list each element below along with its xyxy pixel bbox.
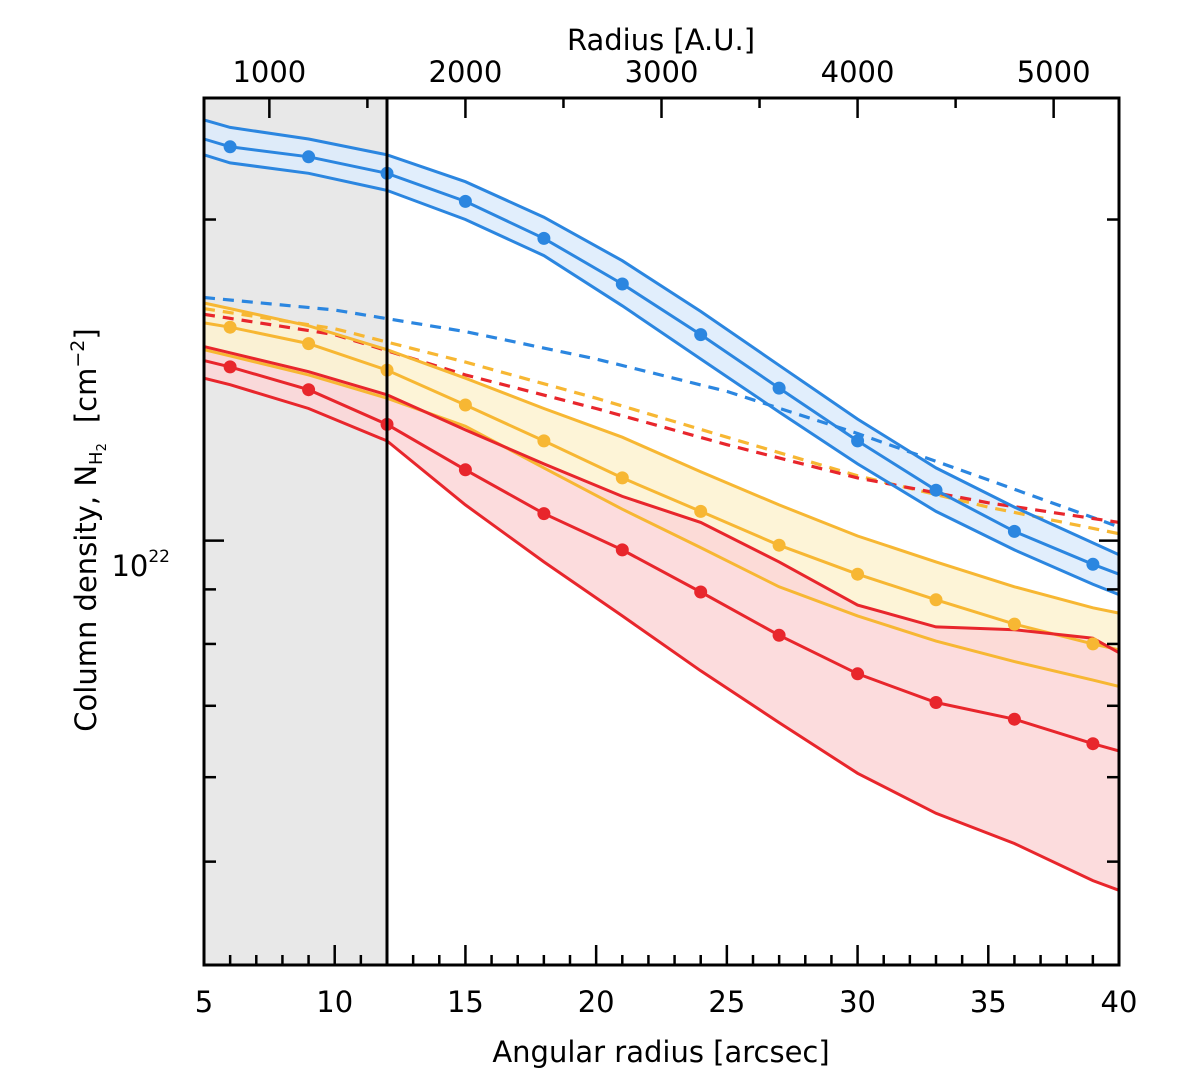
band-red [204, 346, 1119, 891]
y-axis-title: Column density, NH2 [cm−2] [67, 328, 110, 731]
data-point-red-15 [458, 463, 472, 477]
data-point-blue-21 [615, 277, 629, 291]
x-tick-label-20: 20 [578, 985, 615, 1019]
upper-line-yellow [203, 301, 1120, 615]
x2-tick-label-3: 4000 [821, 55, 895, 89]
center-line-blue [203, 137, 1120, 576]
data-point-red-30 [851, 667, 865, 681]
data-point-red-18 [537, 507, 551, 521]
marker-layer [223, 140, 1100, 751]
data-point-yellow-6 [223, 320, 237, 334]
upper-line-red [203, 345, 1120, 655]
data-point-blue-33 [929, 483, 943, 497]
data-point-red-27 [772, 628, 786, 642]
data-point-yellow-15 [458, 398, 472, 412]
lower-line-blue [203, 153, 1120, 596]
data-point-blue-9 [302, 150, 316, 164]
x2-axis-title: Radius [A.U.] [567, 23, 755, 57]
y-axis-title-units: [cm [69, 368, 103, 424]
data-point-red-6 [223, 360, 237, 374]
data-point-red-24 [694, 585, 708, 599]
data-point-blue-36 [1007, 524, 1021, 538]
y-tick-label-base: 10 [111, 549, 148, 583]
data-point-red-39 [1086, 737, 1100, 751]
y-tick-label-exp: 22 [148, 547, 170, 567]
background-layer [204, 98, 387, 965]
data-point-yellow-9 [302, 337, 316, 351]
data-point-red-36 [1007, 712, 1021, 726]
x-tick-label-10: 10 [316, 985, 353, 1019]
x-tick-label-5: 5 [195, 985, 213, 1019]
x2-tick-label-4: 5000 [1017, 55, 1091, 89]
x2-tick-label-1: 2000 [429, 55, 503, 89]
data-point-blue-30 [851, 434, 865, 448]
lower-line-yellow [203, 348, 1120, 688]
data-point-yellow-24 [694, 504, 708, 518]
axis-layer: 5 10 15 20 25 30 35 40 1000 2000 3000 4000 5000 [195, 55, 1138, 1019]
center-line-red [203, 359, 1120, 753]
data-point-blue-24 [694, 328, 708, 342]
x-tick-label-40: 40 [1101, 985, 1138, 1019]
data-point-red-21 [615, 543, 629, 557]
data-point-blue-15 [458, 194, 472, 208]
data-point-blue-6 [223, 140, 237, 154]
x2-tick-label-2: 3000 [625, 55, 699, 89]
data-point-yellow-33 [929, 593, 943, 607]
shaded-inner-region [204, 98, 387, 965]
data-point-blue-18 [537, 231, 551, 245]
data-point-yellow-30 [851, 567, 865, 581]
line-layer [203, 118, 1120, 892]
y-axis-title-sub2: 2 [95, 443, 110, 451]
data-point-blue-39 [1086, 557, 1100, 571]
x-axis-title: Angular radius [arcsec] [492, 1035, 829, 1069]
y-axis-title-main: Column density, N [69, 465, 103, 732]
x-tick-label-30: 30 [839, 985, 876, 1019]
y-axis-title-units-close: ] [69, 328, 103, 339]
band-blue [204, 119, 1119, 595]
x-tick-label-35: 35 [970, 985, 1007, 1019]
data-point-yellow-39 [1086, 637, 1100, 651]
y-axis-title-sub: H [86, 451, 107, 465]
y-tick-label-1e22: 1022 [111, 547, 170, 583]
lower-line-red [203, 376, 1120, 892]
data-point-yellow-21 [615, 471, 629, 485]
data-point-yellow-18 [537, 434, 551, 448]
data-point-yellow-27 [772, 538, 786, 552]
data-point-blue-27 [772, 381, 786, 395]
x-tick-label-15: 15 [447, 985, 484, 1019]
center-line-yellow [203, 321, 1120, 652]
x-tick-label-25: 25 [708, 985, 745, 1019]
data-point-yellow-36 [1007, 617, 1021, 631]
data-point-red-9 [302, 383, 316, 397]
dashed-line-blue [203, 295, 1120, 529]
x2-tick-label-0: 1000 [232, 55, 306, 89]
y-axis-title-units-exp: −2 [67, 340, 89, 368]
data-point-red-33 [929, 696, 943, 709]
dashed-line-yellow [203, 307, 1120, 536]
upper-line-blue [203, 118, 1120, 557]
